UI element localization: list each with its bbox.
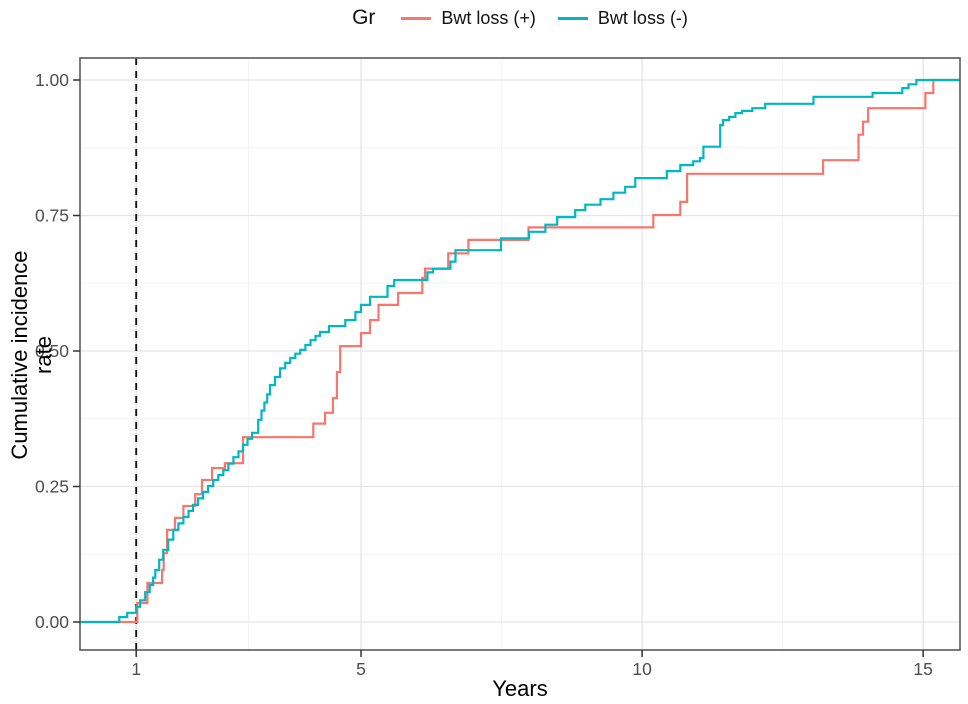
legend-entry-label: Bwt loss (+): [441, 7, 536, 28]
y-axis-tick-label: 0.00: [35, 612, 69, 632]
legend: Gr Bwt loss (+) Bwt loss (-): [80, 2, 960, 34]
legend-key-line-red-icon: [401, 16, 432, 20]
panel-background: [80, 58, 960, 650]
x-axis-tick-label: 5: [356, 659, 366, 679]
x-axis-tick-label: 15: [913, 659, 932, 679]
x-axis-title: Years: [492, 676, 548, 701]
series-line-bwt-loss-minus: [80, 78, 961, 624]
legend-entry-bwt-loss-minus: Bwt loss (-): [557, 7, 688, 29]
panel-border: [79, 57, 961, 651]
y-axis-tick-label: 1.00: [35, 70, 69, 90]
legend-entry-bwt-loss-plus: Bwt loss (+): [401, 8, 536, 29]
series-line-bwt-loss-plus: [80, 78, 961, 624]
x-axis-tick-label: 1: [131, 659, 141, 679]
y-axis-tick-label: 0.50: [35, 341, 69, 361]
x-axis-tick-label: 10: [632, 659, 652, 679]
legend-key-line-teal-icon: [557, 16, 588, 20]
y-axis-title: Cumulative incidence rate: [7, 250, 56, 460]
y-axis-tick-label: 0.75: [35, 206, 69, 226]
y-axis-tick-label: 0.25: [35, 477, 69, 497]
legend-entry-label: Bwt loss (-): [597, 7, 688, 28]
legend-title: Gr: [352, 6, 376, 29]
